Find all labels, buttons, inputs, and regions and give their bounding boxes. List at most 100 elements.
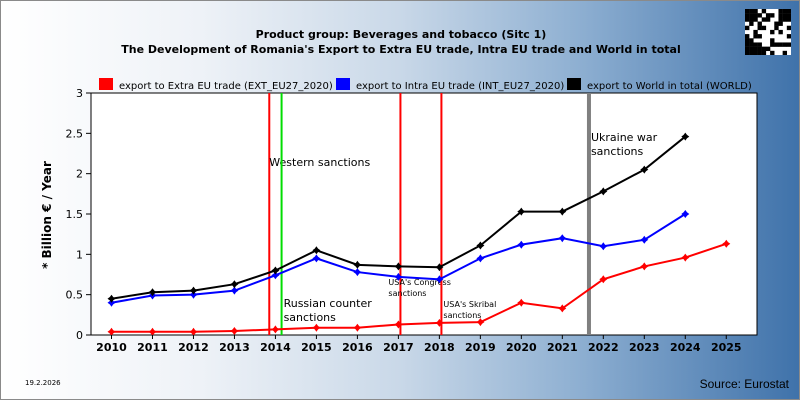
qr-module [753,13,758,18]
qr-module [774,21,779,26]
y-tick-label: 2.5 [66,127,84,140]
data-point [476,241,485,250]
data-point [312,246,321,255]
qr-module [761,46,767,52]
event-lines: Western sanctions Russian counter sanction… [268,93,658,335]
data-point [599,242,608,251]
data-point [558,207,567,216]
qr-module [753,17,758,22]
qr-module [778,29,783,35]
x-tick-label: 2019 [465,341,496,354]
qr-module [757,25,762,31]
data-point [271,266,280,275]
qr-module [757,13,762,18]
y-axis-label: * Billion € / Year [40,161,54,269]
qr-module [749,17,754,22]
data-point [599,275,608,284]
x-tick-label: 2023 [629,341,660,354]
data-point [681,210,690,218]
data-point [271,325,280,334]
date-stamp: 19.2.2026 [25,379,61,387]
data-point [517,298,526,307]
event-label: Ukraine war sanctions [591,131,658,158]
qr-module [778,21,783,26]
data-point [353,260,362,269]
data-point [476,254,485,263]
qr-module [753,9,758,14]
qr-module [761,9,767,14]
qr-module [757,42,762,47]
x-tick-label: 2020 [506,341,537,354]
x-tick-label: 2022 [588,341,619,354]
data-point [640,165,649,174]
qr-module [745,34,750,39]
qr-module [757,46,762,52]
data-point [230,286,239,295]
x-tick-label: 2011 [137,341,168,354]
y-tick-label: 2 [76,168,83,181]
x-tick-label: 2013 [219,341,250,354]
series-group [107,132,731,336]
qr-module [786,17,791,22]
qr-module [782,42,788,47]
qr-module [774,42,779,47]
data-point [640,262,649,271]
plot-area [90,92,758,336]
source-label: Source: Eurostat [699,377,789,391]
qr-module [782,17,788,22]
data-point [394,262,403,271]
y-tick-label: 0 [76,329,83,342]
qr-module [765,46,771,52]
qr-module [745,50,750,55]
data-point [558,304,567,313]
qr-module [757,21,762,26]
qr-module [745,42,750,47]
qr-module [770,42,775,47]
data-point [148,288,157,297]
legend-swatch [336,78,350,90]
x-tick-label: 2016 [342,341,373,354]
qr-module [749,46,754,52]
x-tick-label: 2017 [383,341,414,354]
data-point [722,239,731,248]
x-tick-label: 2021 [547,341,578,354]
event-label: Western sanctions [269,156,370,169]
data-point [189,327,198,336]
qr-module [745,9,750,14]
qr-module [778,9,783,14]
data-point [517,240,526,249]
chart-title: Product group: Beverages and tobacco (Si… [256,28,547,41]
qr-module [749,42,754,47]
data-point [312,254,321,263]
data-point [394,320,403,329]
x-tick-label: 2018 [424,341,455,354]
data-point [230,327,239,335]
qr-module [765,17,771,22]
data-point [189,290,198,299]
qr-module [745,17,750,22]
qr-module [786,34,791,39]
qr-module [770,13,775,18]
qr-module [757,50,762,55]
qr-module [753,50,758,55]
qr-module [749,50,754,55]
qr-module [778,13,783,18]
x-tick-label: 2025 [711,341,742,354]
qr-module [749,13,754,18]
legend-swatch [567,78,581,90]
legend: export to Extra EU trade (EXT_EU27_2020)… [99,78,752,92]
qr-code-icon [745,9,791,55]
data-point [271,271,280,280]
data-point [394,272,403,281]
event-label: USA's Skribal sanctions [443,300,496,320]
legend-label: export to World in total (WORLD) [587,81,752,92]
qr-module [753,29,758,35]
x-tick-label: 2010 [96,341,127,354]
data-point [599,187,608,196]
qr-module [774,25,779,31]
x-axis: 2010 2011 2012 2013 2014 2015 2016 2017 2018 2019… [96,335,742,354]
qr-module [770,29,775,35]
data-point [558,234,567,243]
qr-module [786,42,791,47]
